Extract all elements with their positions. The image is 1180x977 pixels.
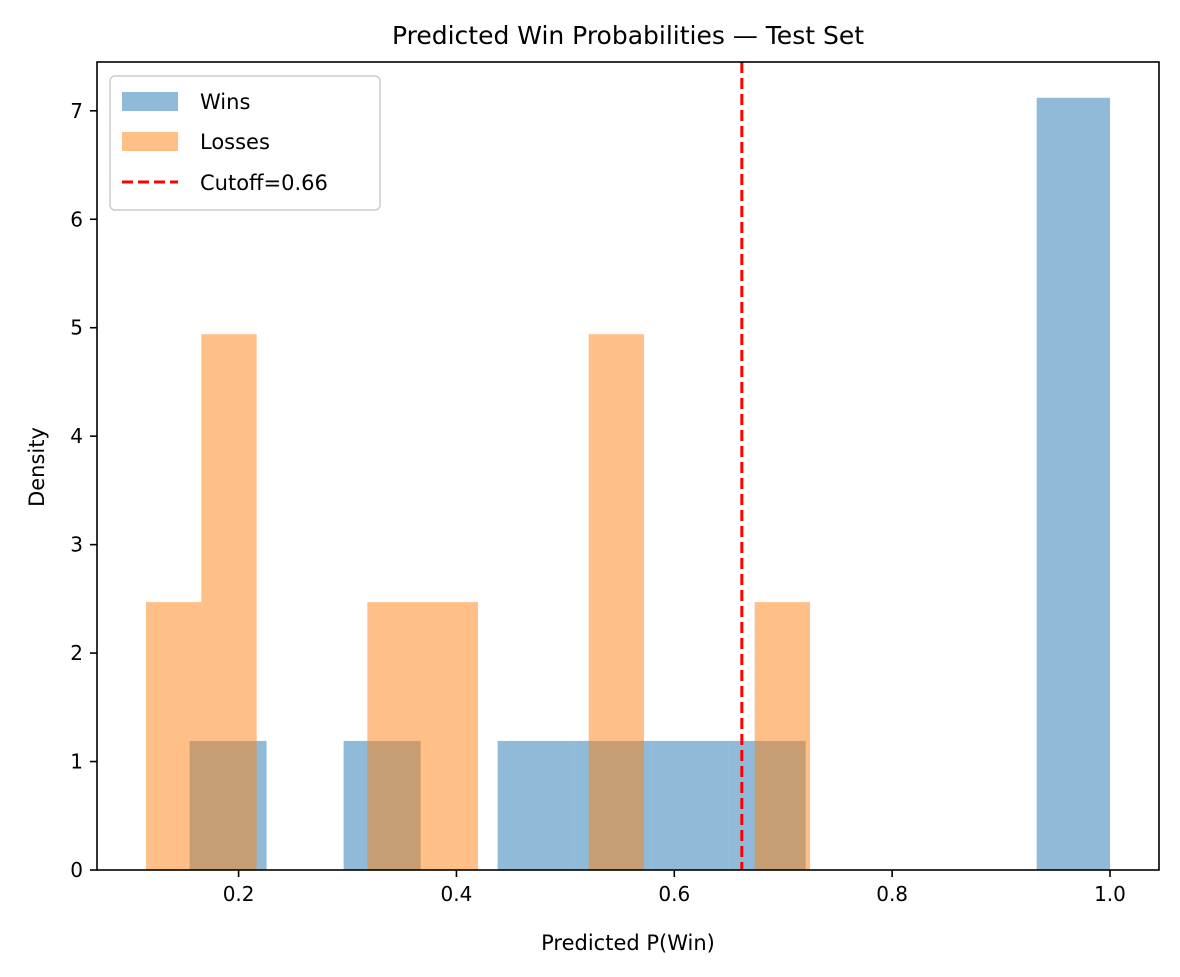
losses-bar	[201, 334, 257, 871]
x-tick-label: 0.2	[223, 882, 255, 906]
y-tick-label: 6	[70, 207, 83, 231]
x-tick-label: 0.6	[658, 882, 690, 906]
x-axis-title: Predicted P(Win)	[541, 931, 715, 955]
y-tick-label: 4	[70, 424, 83, 448]
legend-swatch	[122, 92, 178, 111]
y-tick-label: 1	[70, 750, 83, 774]
wins-bar	[651, 740, 729, 870]
series-wins	[189, 97, 1110, 871]
losses-bar	[146, 602, 202, 870]
x-tick-label: 0.4	[441, 882, 473, 906]
y-tick-label: 0	[70, 858, 83, 882]
wins-bar	[497, 740, 575, 870]
y-axis: 0 1 2 3 4 5 6 7	[70, 99, 97, 882]
legend: Wins Losses Cutoff=0.66	[109, 75, 381, 211]
y-tick-label: 3	[70, 533, 83, 557]
y-tick-label: 2	[70, 641, 83, 665]
wins-bar	[1036, 97, 1110, 871]
losses-bar	[754, 602, 811, 870]
x-tick-label: 0.8	[876, 882, 908, 906]
y-tick-label: 7	[70, 99, 83, 123]
legend-label: Cutoff=0.66	[200, 171, 328, 195]
losses-bar	[588, 334, 645, 871]
legend-label: Losses	[200, 130, 270, 154]
y-tick-label: 5	[70, 316, 83, 340]
losses-bar	[422, 602, 479, 870]
plot-area	[96, 61, 1160, 871]
x-axis: 0.2 0.4 0.6 0.8 1.0	[223, 870, 1126, 906]
y-axis-title: Density	[25, 427, 49, 507]
x-tick-label: 1.0	[1094, 882, 1126, 906]
plot-frame	[96, 61, 1160, 871]
losses-bar	[367, 602, 423, 870]
legend-swatch	[122, 132, 178, 151]
legend-label: Wins	[200, 90, 250, 114]
series-losses	[146, 334, 811, 871]
chart-title: Predicted Win Probabilities — Test Set	[392, 21, 864, 50]
